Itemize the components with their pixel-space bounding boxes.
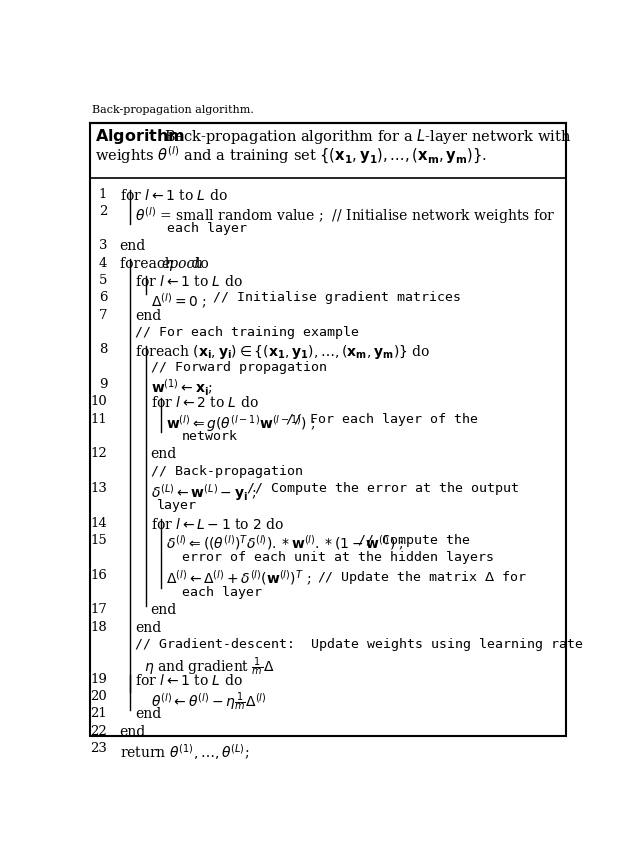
Text: // Forward propagation: // Forward propagation [150, 360, 326, 374]
Text: $\delta^{(l)} \Leftarrow ((\theta^{(l)})^T\delta^{(l)}) .* \mathbf{w}^{(l)} .* (: $\delta^{(l)} \Leftarrow ((\theta^{(l)})… [166, 534, 404, 554]
Text: 3: 3 [99, 240, 107, 252]
Text: layer: layer [157, 500, 196, 512]
Text: for $l \leftarrow 1$ to $L$ do: for $l \leftarrow 1$ to $L$ do [135, 673, 243, 688]
Text: 17: 17 [90, 603, 107, 616]
Text: // Back-propagation: // Back-propagation [150, 465, 303, 478]
Text: 9: 9 [99, 378, 107, 391]
Text: 21: 21 [90, 707, 107, 720]
Text: Back-propagation algorithm for a $L$-layer network with: Back-propagation algorithm for a $L$-lay… [164, 127, 571, 147]
Text: 5: 5 [99, 274, 107, 287]
Text: end: end [120, 240, 146, 253]
Text: each layer: each layer [182, 586, 262, 599]
Text: $\theta^{(l)} \leftarrow \theta^{(l)} - \eta\frac{1}{m}\Delta^{(l)}$: $\theta^{(l)} \leftarrow \theta^{(l)} - … [150, 690, 266, 713]
Text: // Initialise gradient matrices: // Initialise gradient matrices [212, 291, 461, 305]
Text: // For each training example: // For each training example [135, 326, 359, 339]
Text: 2: 2 [99, 205, 107, 218]
Text: each layer: each layer [135, 222, 247, 235]
Text: 1: 1 [99, 187, 107, 201]
Text: end: end [150, 447, 177, 462]
Text: end: end [150, 603, 177, 617]
Text: 6: 6 [99, 291, 107, 305]
Text: foreach: foreach [120, 257, 178, 271]
Text: $\mathbf{w}^{(1)} \leftarrow \mathbf{x_i}$;: $\mathbf{w}^{(1)} \leftarrow \mathbf{x_i… [150, 378, 212, 398]
Text: 23: 23 [90, 742, 107, 755]
Text: return $\theta^{(1)},\ldots,\theta^{(L)}$;: return $\theta^{(1)},\ldots,\theta^{(L)}… [120, 742, 249, 762]
Text: epoch: epoch [161, 257, 204, 271]
Text: 18: 18 [90, 620, 107, 634]
Text: for $l \leftarrow 1$ to $L$ do: for $l \leftarrow 1$ to $L$ do [135, 274, 243, 289]
Text: network: network [182, 430, 237, 443]
FancyBboxPatch shape [90, 123, 566, 736]
Text: 7: 7 [99, 309, 107, 322]
Text: 4: 4 [99, 257, 107, 270]
Text: for $l \leftarrow L-1$ to $2$ do: for $l \leftarrow L-1$ to $2$ do [150, 517, 284, 532]
Text: for $l \leftarrow 1$ to $L$ do: for $l \leftarrow 1$ to $L$ do [120, 187, 227, 203]
Text: 14: 14 [90, 517, 107, 530]
Text: end: end [135, 309, 161, 322]
Text: // For each layer of the: // For each layer of the [286, 413, 478, 425]
Text: 12: 12 [90, 447, 107, 460]
Text: $\theta^{(l)}$ = small random value ;  // Initialise network weights for: $\theta^{(l)}$ = small random value ; //… [135, 205, 556, 225]
Text: $\Delta^{(l)} = 0$ ;: $\Delta^{(l)} = 0$ ; [150, 291, 206, 311]
Text: end: end [135, 707, 161, 722]
Text: end: end [120, 725, 146, 738]
Text: weights $\theta^{(l)}$ and a training set $\{(\mathbf{x_1},\mathbf{y_1}),\ldots,: weights $\theta^{(l)}$ and a training se… [95, 144, 486, 165]
Text: $\eta$ and gradient $\frac{1}{m}\Delta$: $\eta$ and gradient $\frac{1}{m}\Delta$ [145, 655, 275, 679]
Text: 10: 10 [90, 396, 107, 408]
Text: 16: 16 [90, 569, 107, 582]
Text: $\delta^{(L)} \leftarrow \mathbf{w}^{(L)} - \mathbf{y_i}$ ;: $\delta^{(L)} \leftarrow \mathbf{w}^{(L)… [150, 482, 257, 503]
Text: // Update the matrix $\Delta$ for: // Update the matrix $\Delta$ for [317, 569, 527, 586]
Text: end: end [135, 620, 161, 635]
Text: 15: 15 [90, 534, 107, 547]
Text: $\Delta^{(l)} \leftarrow \Delta^{(l)} + \delta^{(l)}(\mathbf{w}^{(l)})^T$ ;: $\Delta^{(l)} \leftarrow \Delta^{(l)} + … [166, 569, 312, 588]
Text: 8: 8 [99, 344, 107, 356]
Text: 22: 22 [90, 725, 107, 738]
Text: do: do [187, 257, 209, 271]
Text: foreach $(\mathbf{x_i},\mathbf{y_i}) \in \{(\mathbf{x_1},\mathbf{y_1}),\ldots,(\: foreach $(\mathbf{x_i},\mathbf{y_i}) \in… [135, 344, 431, 361]
Text: $\mathbf{w}^{(l)} \Leftarrow g(\theta^{(l-1)}\mathbf{w}^{(l-1)})$ ;: $\mathbf{w}^{(l)} \Leftarrow g(\theta^{(… [166, 413, 316, 434]
Text: // Gradient-descent:  Update weights using learning rate: // Gradient-descent: Update weights usin… [135, 638, 583, 651]
Text: for $l \leftarrow 2$ to $L$ do: for $l \leftarrow 2$ to $L$ do [150, 396, 259, 410]
Text: 13: 13 [90, 482, 107, 495]
Text: Back-propagation algorithm.: Back-propagation algorithm. [92, 106, 253, 115]
Text: 11: 11 [90, 413, 107, 425]
Text: // Compute the error at the output: // Compute the error at the output [248, 482, 520, 495]
Text: $\mathbf{Algorithm}$: $\mathbf{Algorithm}$ [95, 127, 185, 147]
Text: 20: 20 [90, 690, 107, 703]
Text: 19: 19 [90, 673, 107, 685]
Text: error of each unit at the hidden layers: error of each unit at the hidden layers [182, 551, 493, 565]
Text: // Compute the: // Compute the [358, 534, 470, 547]
